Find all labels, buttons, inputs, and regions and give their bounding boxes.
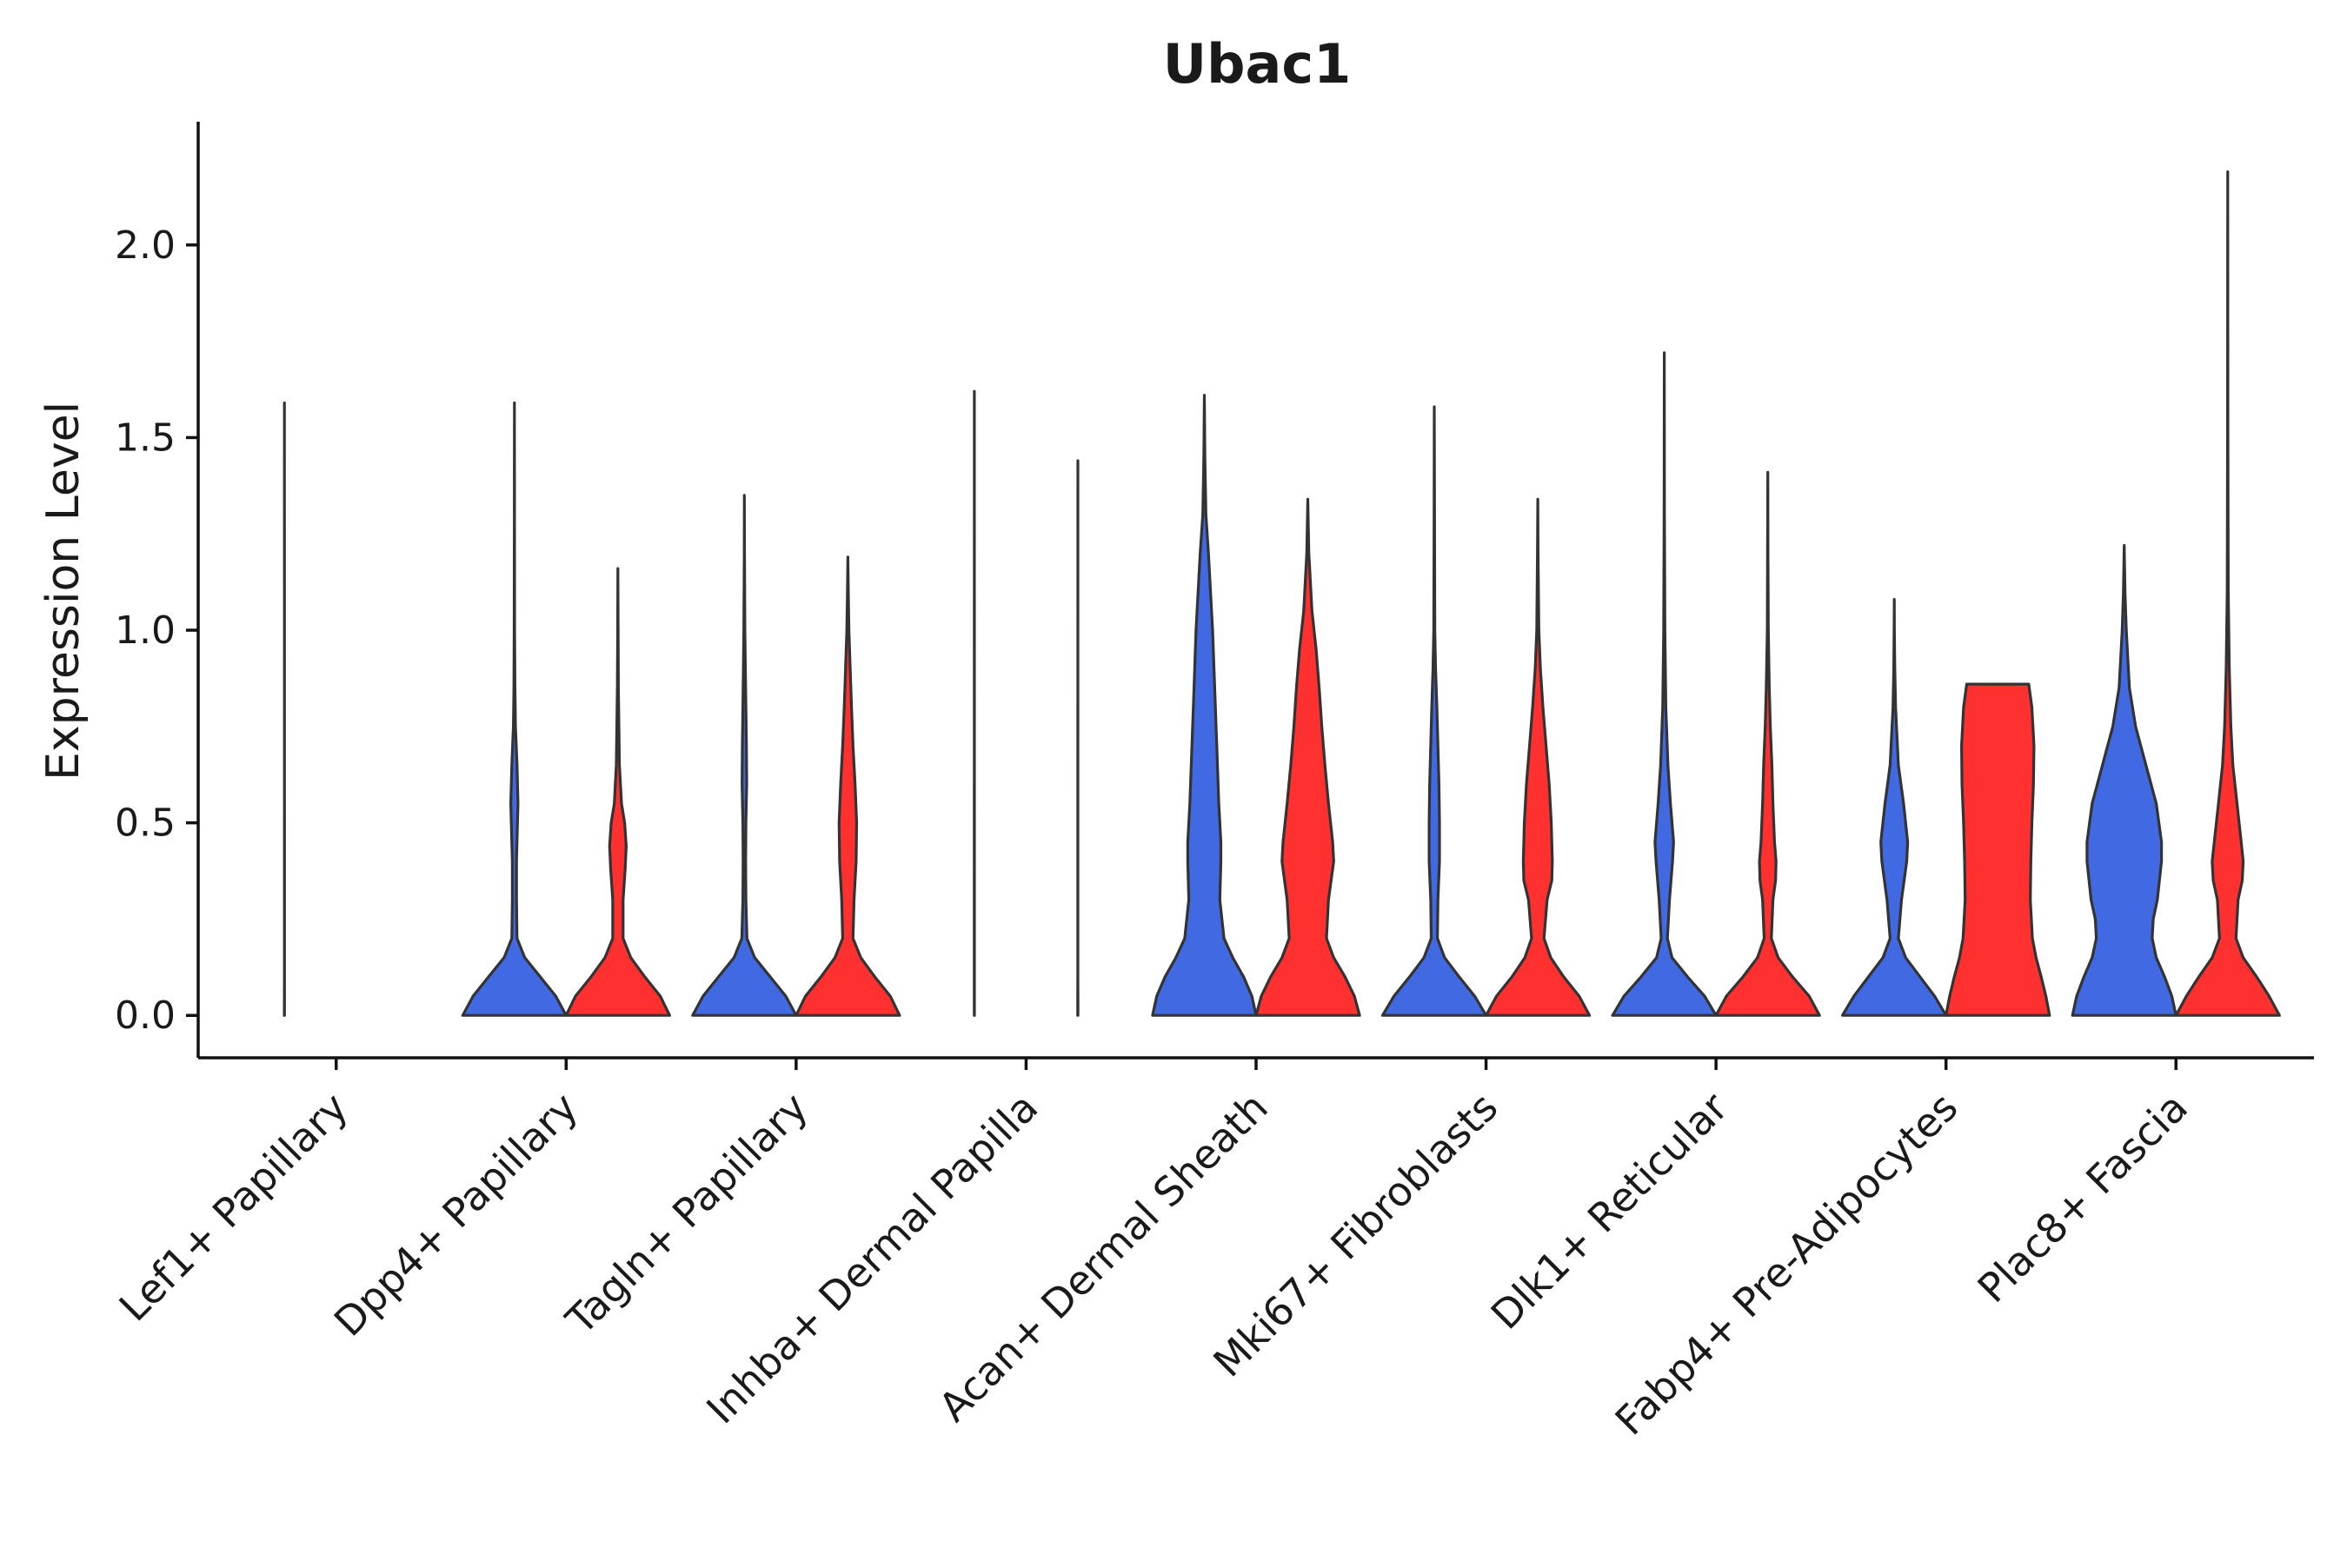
violin-red-7 <box>1716 472 1819 1015</box>
y-tick-label: 1.0 <box>115 608 176 653</box>
chart-title: Ubac1 <box>1163 32 1351 96</box>
y-tick-label: 1.5 <box>115 415 176 460</box>
violin-blue-6 <box>1383 407 1486 1015</box>
x-tick-label: Tagln+ Papillary <box>556 1084 817 1345</box>
violin-blue-8 <box>1843 600 1946 1016</box>
violin-blue-7 <box>1612 353 1716 1015</box>
violin-red-6 <box>1486 499 1590 1015</box>
y-tick-label: 0.5 <box>115 801 176 846</box>
x-tick-label: Dpp4+ Papillary <box>325 1084 587 1345</box>
y-tick-label: 0.0 <box>115 993 176 1038</box>
violin-blue-2 <box>462 403 566 1016</box>
violin-layer <box>284 172 2279 1016</box>
violin-blue-5 <box>1153 395 1256 1015</box>
y-ticks: 0.0 0.5 1.0 1.5 2.0 <box>115 223 198 1038</box>
violin-red-9 <box>2176 172 2279 1016</box>
x-tick-label: Plac8+ Fascia <box>1969 1084 2197 1312</box>
violin-red-5 <box>1256 499 1360 1015</box>
violin-red-8 <box>1946 684 2050 1015</box>
violin-red-3 <box>796 557 900 1015</box>
y-axis-label: Expression Level <box>37 402 90 781</box>
x-tick-label: Lef1+ Papillary <box>110 1084 357 1331</box>
violin-red-2 <box>566 568 669 1015</box>
violin-blue-9 <box>2072 546 2176 1016</box>
violin-blue-3 <box>693 495 796 1015</box>
x-tick-label: Dlk1+ Reticular <box>1482 1084 1737 1339</box>
y-tick-label: 2.0 <box>115 223 176 268</box>
